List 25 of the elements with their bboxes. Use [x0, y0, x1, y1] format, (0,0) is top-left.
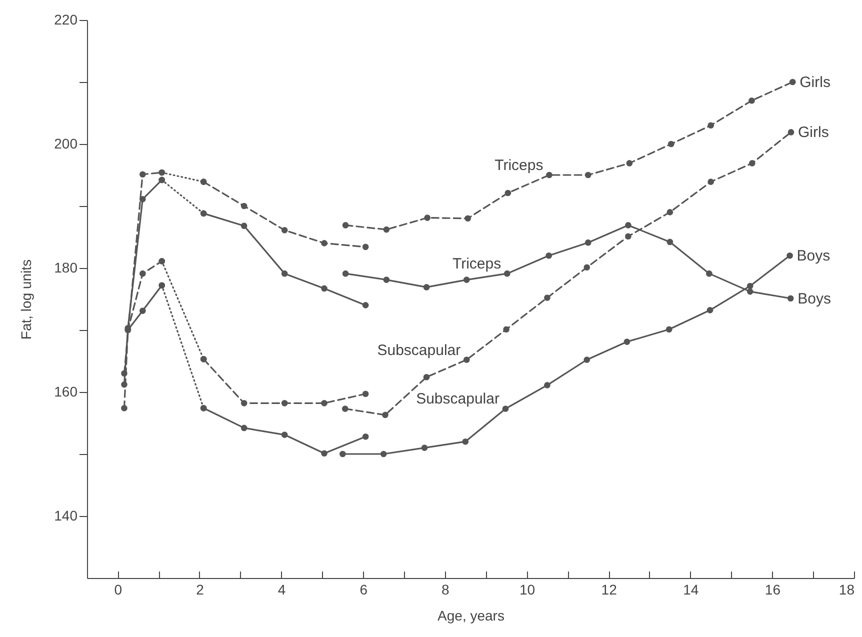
annotation: Subscapular — [377, 342, 461, 359]
x-tick-label: 16 — [764, 582, 781, 598]
x-tick-label: 4 — [278, 582, 286, 598]
y-tick-label: 220 — [54, 12, 78, 28]
annotation: Subscapular — [416, 390, 500, 408]
annotation: Boys — [798, 290, 831, 308]
x-tick-label: 0 — [114, 582, 122, 598]
annotation: Triceps — [452, 256, 502, 273]
x-tick-label: 18 — [838, 582, 855, 598]
y-tick-label: 160 — [54, 384, 78, 400]
annotation: Triceps — [494, 157, 544, 174]
y-axis-title: Fat, log units — [18, 259, 34, 340]
x-tick-label: 6 — [360, 582, 368, 598]
x-tick-label: 2 — [196, 582, 204, 598]
x-tick-label: 14 — [683, 582, 699, 598]
y-tick-label: 180 — [54, 260, 78, 276]
x-tick-label: 10 — [519, 582, 536, 598]
y-tick-label: 200 — [54, 136, 78, 152]
y-tick-label: 140 — [54, 508, 78, 524]
annotation: Girls — [798, 124, 829, 142]
x-axis-title: Age, years — [438, 608, 504, 624]
annotation: Boys — [796, 248, 830, 265]
annotation: Girls — [800, 74, 830, 91]
x-tick-label: 12 — [601, 582, 618, 598]
x-tick-label: 8 — [442, 582, 450, 598]
